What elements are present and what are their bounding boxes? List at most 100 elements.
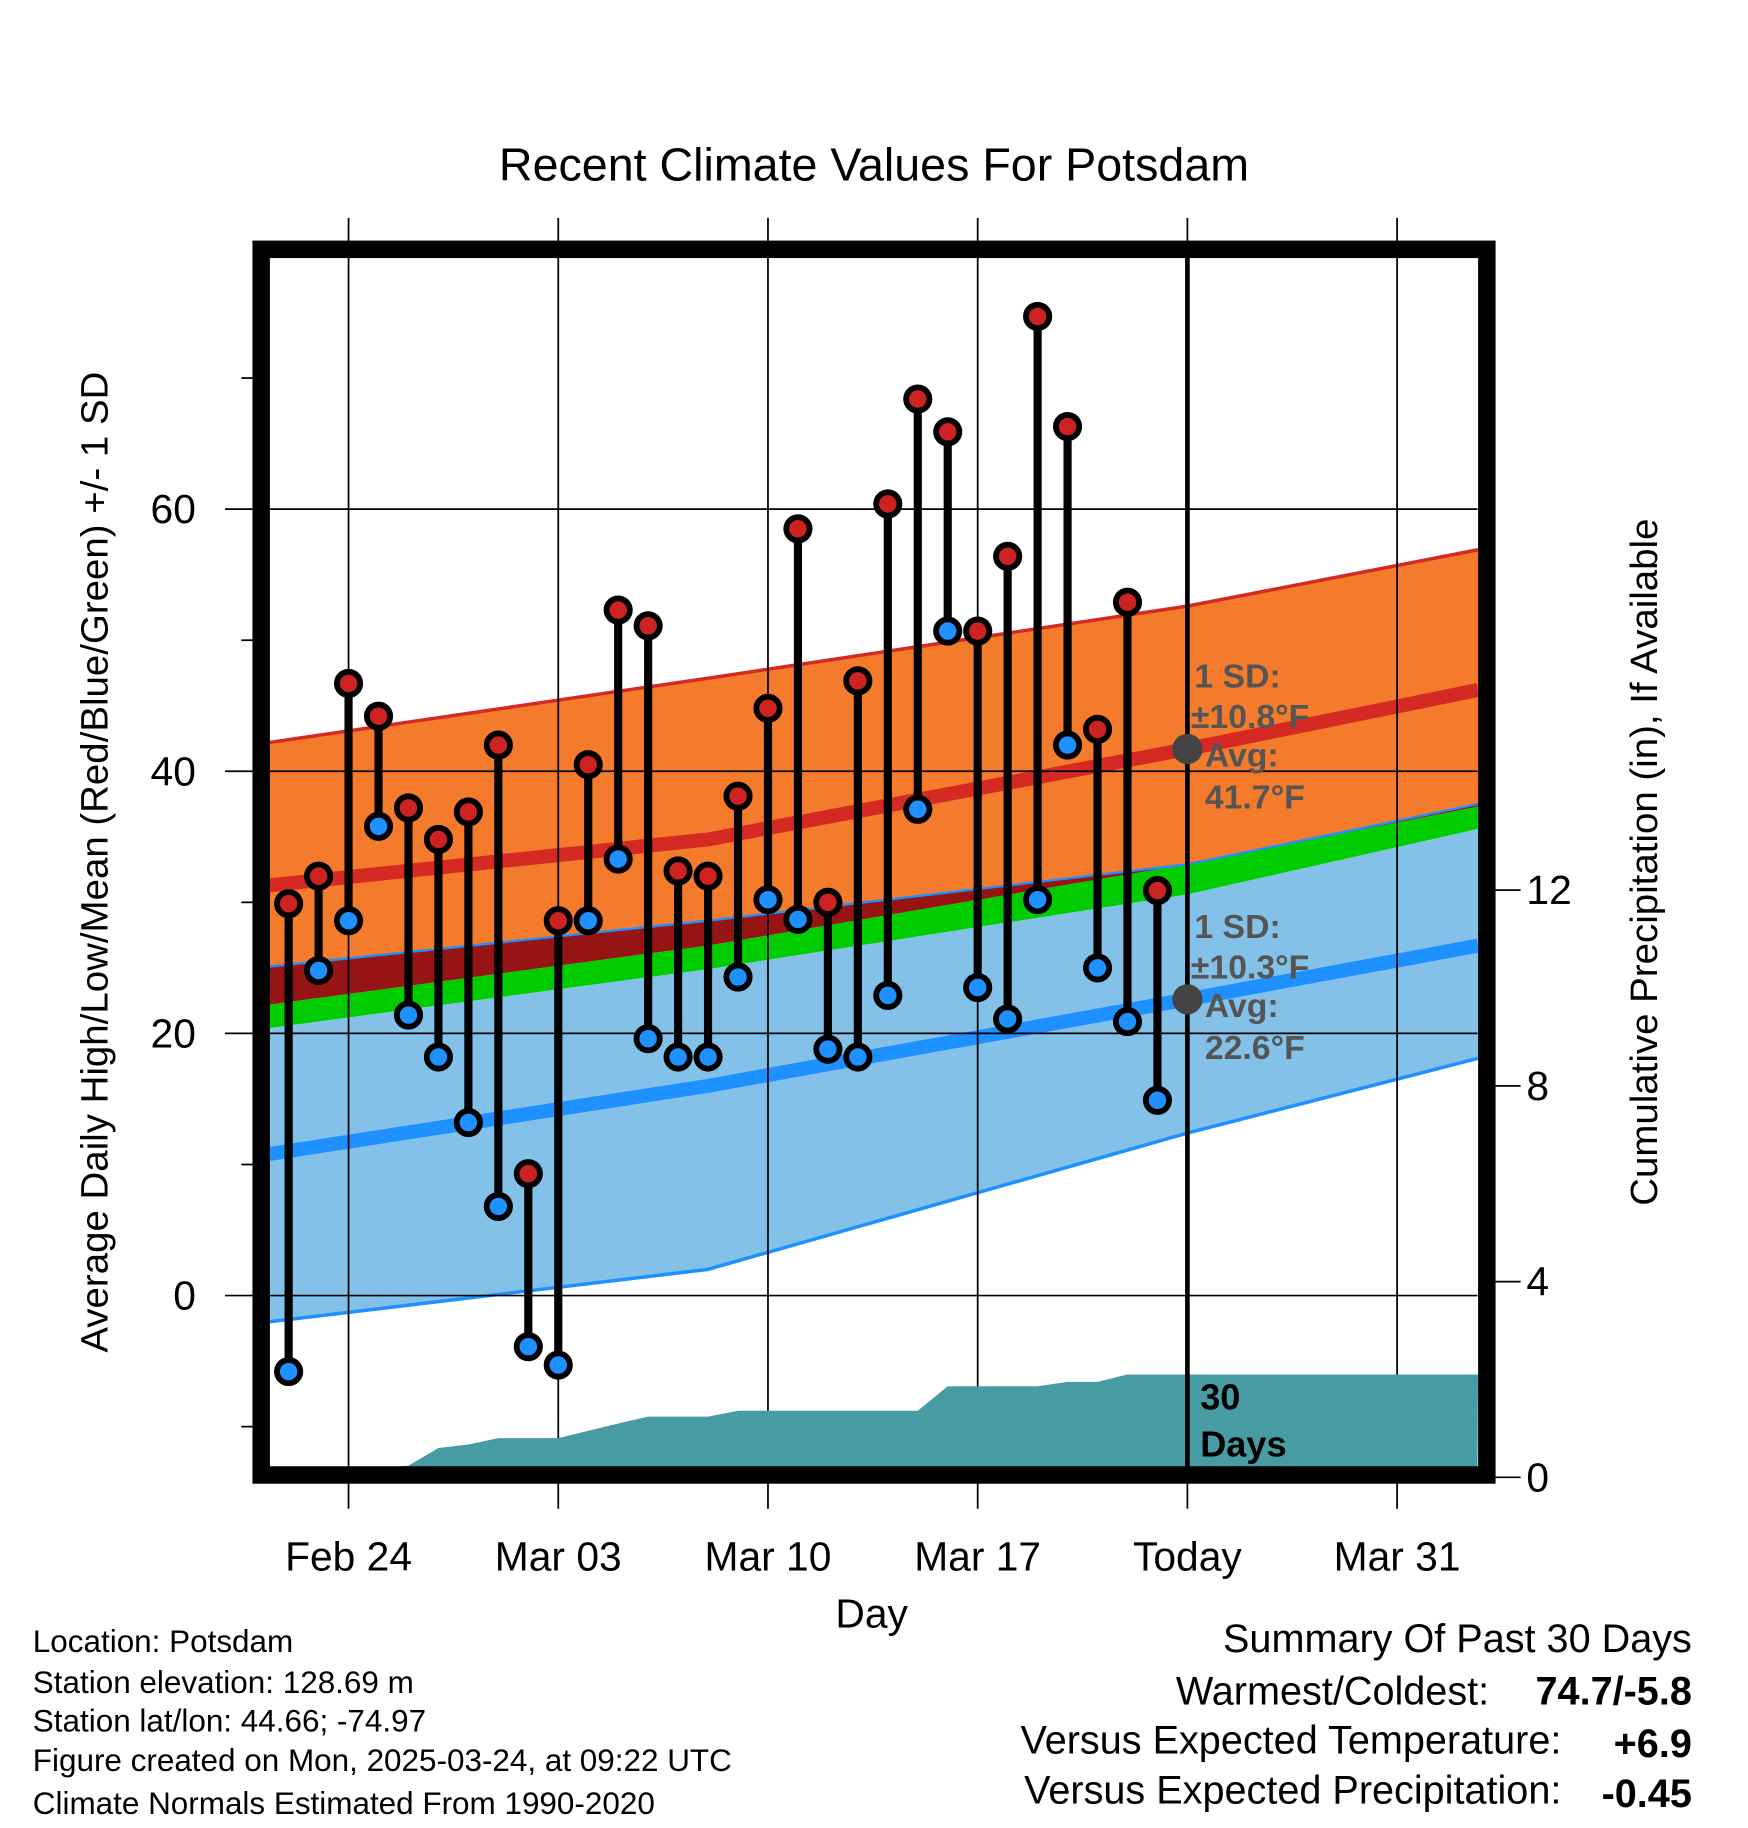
x-tick-label: Feb 24 (285, 1534, 412, 1580)
footer-elevation: Station elevation: 128.69 m (33, 1665, 414, 1700)
high-sd-value: ±10.8°F (1191, 698, 1309, 736)
summary-precip-value: -0.45 (1602, 1772, 1692, 1816)
high-point (573, 750, 603, 780)
summary-temp-label: Versus Expected Temperature: (1020, 1718, 1561, 1762)
low-avg-dot (1172, 984, 1203, 1015)
y-axis-right-label: Cumulative Precipitation (in), If Availa… (1623, 519, 1666, 1206)
low-point (783, 904, 813, 934)
low-point (723, 962, 753, 992)
high-avg-dot (1172, 733, 1203, 765)
footer-latlon: Station lat/lon: 44.66; -74.97 (33, 1703, 426, 1738)
high-sd-label: 1 SD: (1194, 657, 1280, 695)
low-point (274, 1357, 304, 1387)
x-tick-label: Mar 03 (495, 1534, 622, 1580)
high-point (933, 417, 963, 447)
low-point (903, 794, 933, 824)
high-point (393, 793, 424, 823)
high-point (1142, 875, 1173, 906)
footer-location: Location: Potsdam (33, 1624, 293, 1659)
low-point (363, 811, 394, 841)
low-point (513, 1332, 543, 1362)
low-point (693, 1042, 723, 1072)
low-point (963, 972, 993, 1003)
high-mean-line (268, 683, 1480, 893)
low-point (423, 1042, 453, 1072)
low-mean-line (268, 938, 1480, 1161)
plot-frame (252, 240, 1496, 1484)
high-point (693, 861, 723, 891)
high-point (633, 611, 663, 641)
low-point (843, 1042, 873, 1072)
high-point (1112, 587, 1143, 617)
x-tick-label: Mar 10 (705, 1534, 832, 1580)
precip-label-30: 30 (1200, 1377, 1240, 1418)
summary-warmest-label: Warmest/Coldest: (1176, 1670, 1489, 1714)
high-point (304, 861, 334, 891)
high-point (1052, 411, 1083, 442)
high-point (274, 889, 304, 919)
low-point (543, 1350, 573, 1380)
high-point (723, 781, 753, 811)
axes: Feb 24 Mar 03 Mar 10 Mar 17 Today Mar 3102040… (151, 377, 1572, 1580)
annotations: 1 SD: ±10.8°F Avg: 41.7°F 1 SD: ±10.3°F … (1191, 657, 1309, 1464)
high-point (1082, 714, 1113, 744)
normal-bands (268, 548, 1480, 1324)
high-point (993, 541, 1023, 571)
mean-band (269, 806, 1478, 1029)
high-point (453, 797, 483, 827)
high-point (1023, 301, 1053, 332)
y-right-tick-label: 8 (1526, 1063, 1549, 1109)
high-point (543, 906, 573, 936)
precip-label-days: Days (1200, 1423, 1286, 1464)
high-point (663, 856, 693, 886)
summary-precip-label: Versus Expected Precipitation: (1024, 1769, 1561, 1813)
high-point (753, 693, 783, 723)
low-point (933, 616, 963, 646)
x-tick-label: Mar 17 (914, 1534, 1041, 1580)
y-tick-label: 60 (151, 486, 196, 532)
high-point (903, 384, 933, 414)
low-point (304, 955, 334, 986)
high-point (363, 701, 394, 731)
y-right-tick-label: 4 (1526, 1259, 1549, 1305)
low-point (1023, 885, 1053, 915)
y-tick-label: 40 (151, 748, 196, 794)
low-point (1052, 730, 1083, 760)
low-point (333, 906, 364, 936)
low-point (603, 844, 633, 874)
overlap-band (269, 804, 1478, 1005)
low-point (633, 1024, 663, 1054)
high-lower-line (269, 802, 1479, 968)
high-point (513, 1159, 543, 1189)
high-avg-label: Avg: (1205, 737, 1279, 775)
precip-area (269, 1374, 1478, 1468)
y-tick-label: 0 (173, 1273, 196, 1319)
summary-warmest-value: 74.7/-5.8 (1536, 1670, 1692, 1714)
low-avg-label: Avg: (1205, 987, 1279, 1025)
low-sd-value: ±10.3°F (1191, 949, 1309, 987)
low-point (813, 1034, 843, 1064)
summary-temp-value: +6.9 (1614, 1722, 1692, 1766)
high-avg-value: 41.7°F (1205, 779, 1305, 817)
low-point (753, 885, 783, 915)
y-tick-label: 20 (151, 1010, 196, 1056)
low-point (573, 906, 603, 936)
observed-points (274, 257, 1203, 1468)
footer-created: Figure created on Mon, 2025-03-24, at 09… (33, 1743, 732, 1778)
x-axis-label: Day (835, 1591, 908, 1637)
high-point (963, 616, 993, 646)
low-point (663, 1042, 693, 1072)
low-sd-band (269, 828, 1478, 1322)
high-point (843, 666, 873, 696)
high-point (783, 514, 813, 544)
y-axis-label: Average Daily High/Low/Mean (Red/Blue/Gr… (73, 372, 116, 1353)
x-tick-label: Today (1133, 1534, 1242, 1580)
precip-area-fill (269, 1374, 1478, 1468)
high-point (333, 668, 364, 699)
low-point (453, 1107, 483, 1138)
summary-panel: Summary Of Past 30 Days Warmest/Coldest:… (1020, 1617, 1691, 1816)
low-point (483, 1191, 513, 1221)
low-sd-label: 1 SD: (1194, 908, 1280, 946)
chart-title: Recent Climate Values For Potsdam (499, 139, 1249, 191)
